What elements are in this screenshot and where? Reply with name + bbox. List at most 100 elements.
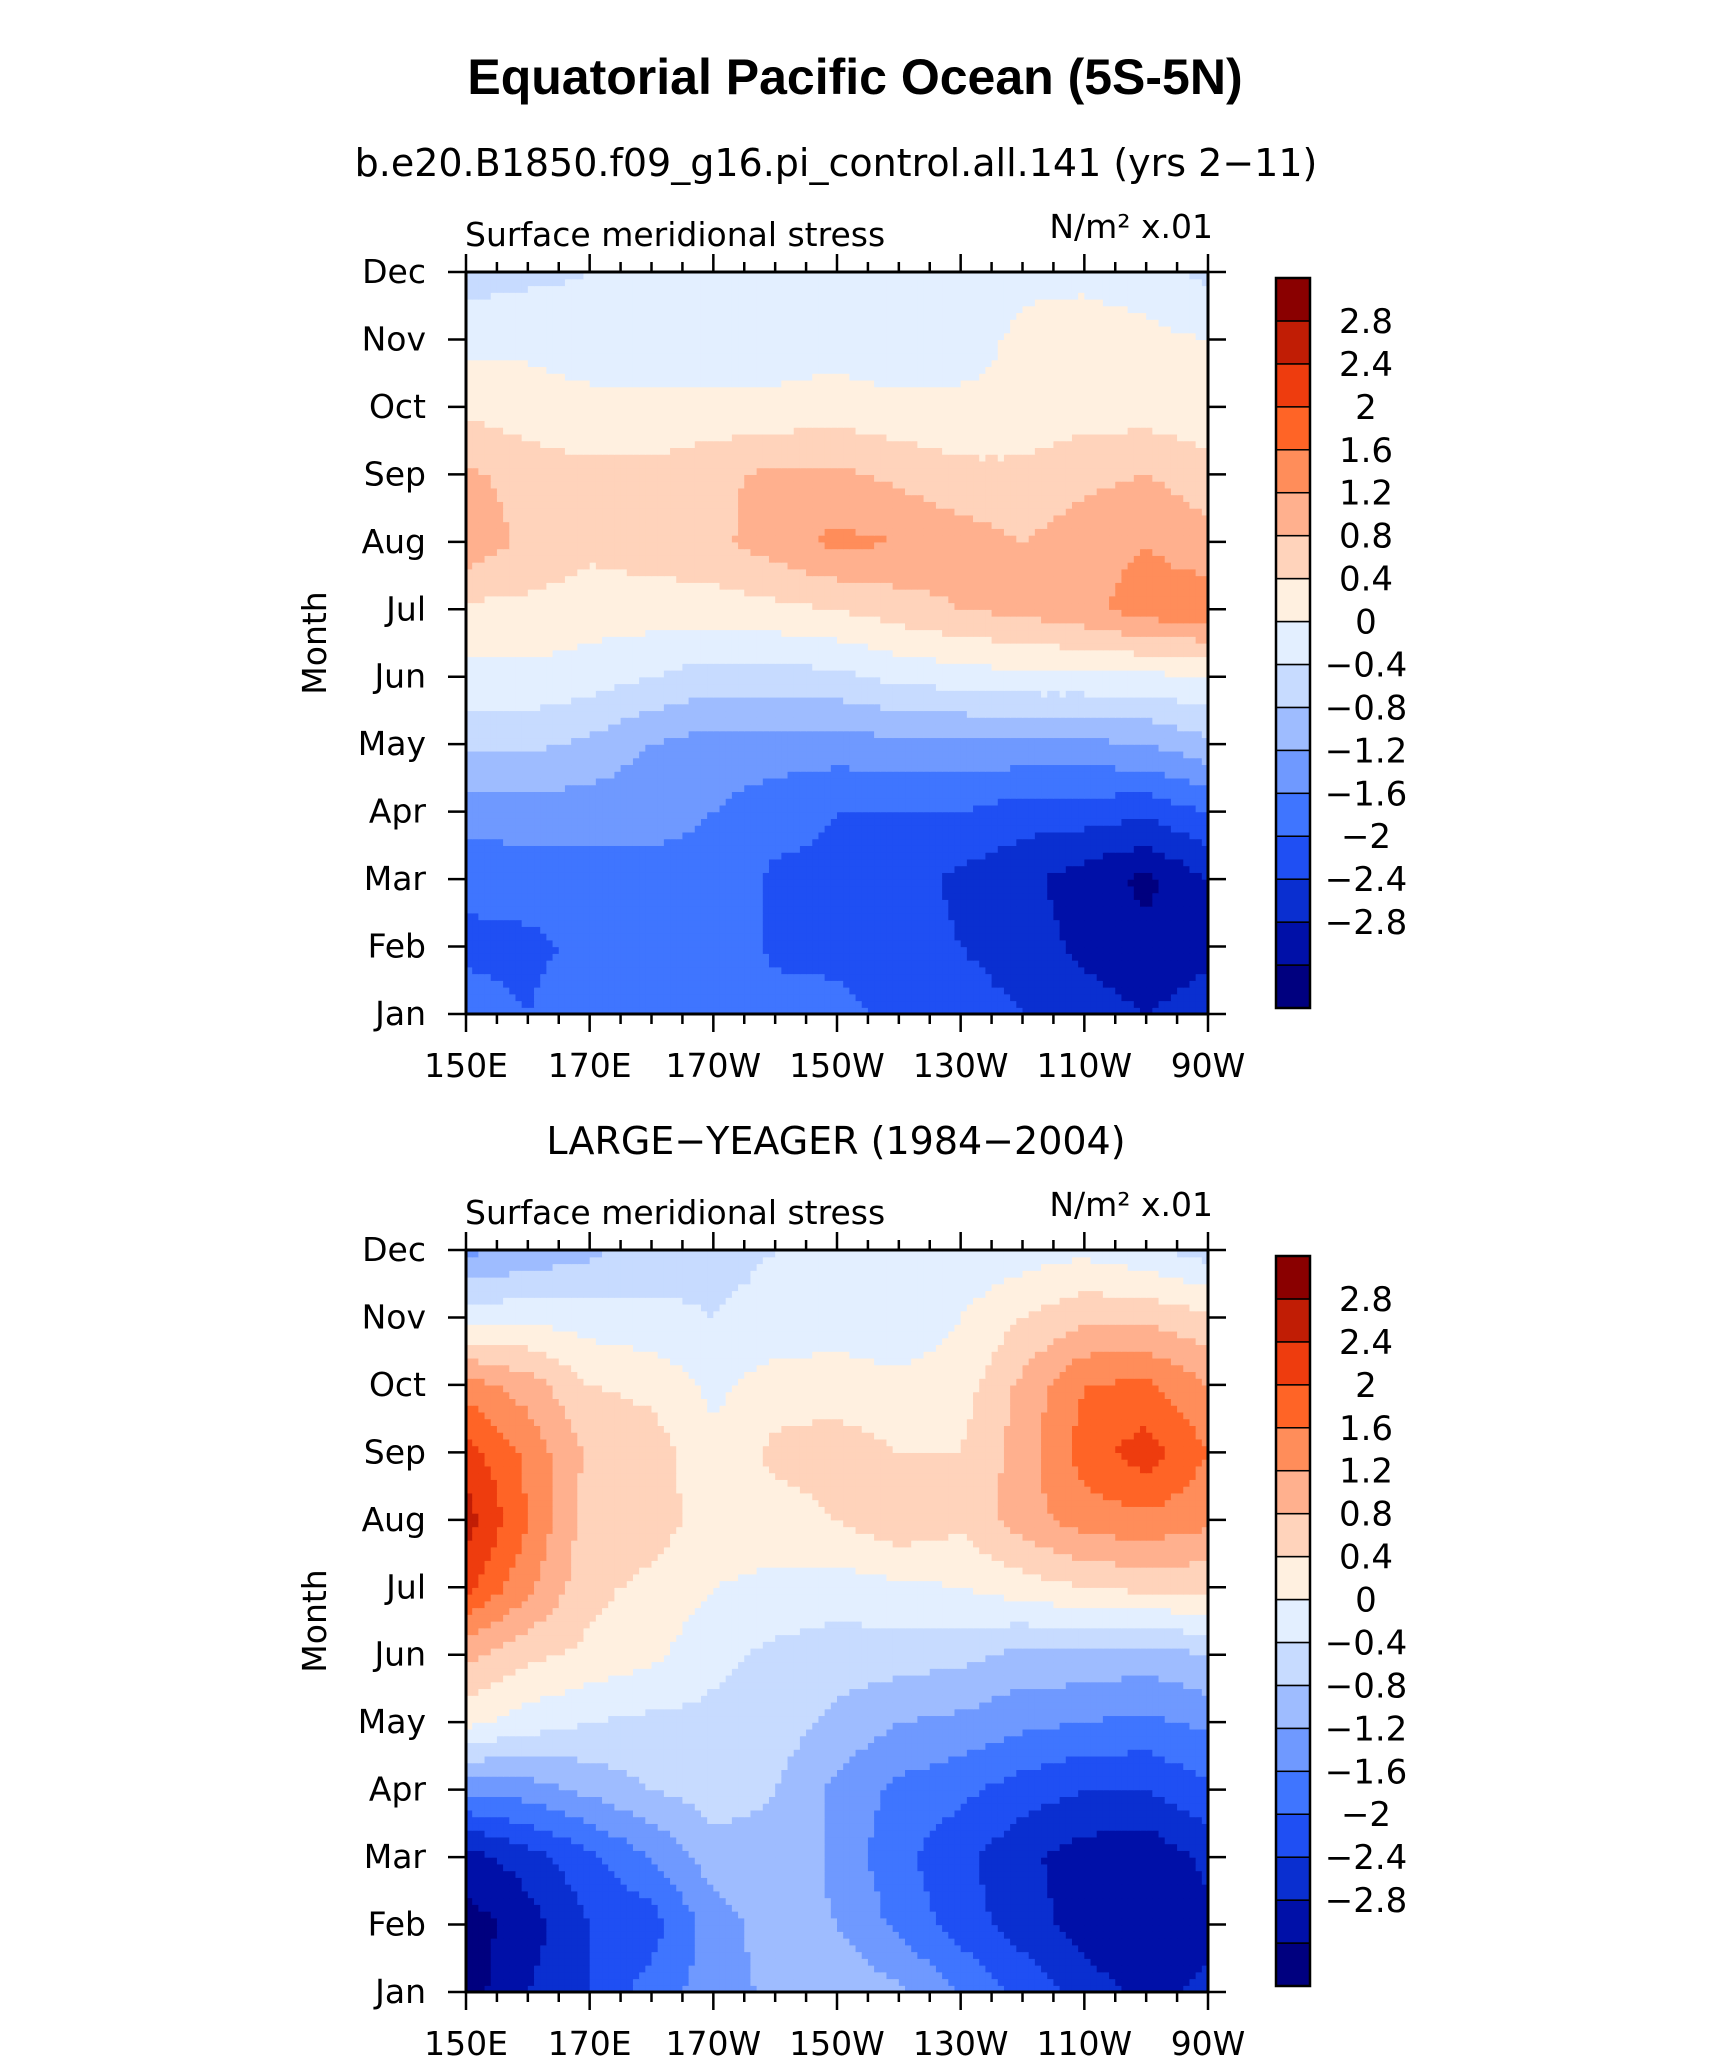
contour-cell [1115,919,1123,927]
contour-cell [1121,933,1129,941]
contour-cell [867,973,875,981]
contour-cell [750,966,758,975]
contour-cell [564,933,572,941]
contour-cell [626,980,634,988]
contour-cell [991,764,999,772]
contour-cell [898,906,906,914]
contour-cell [577,987,585,995]
contour-cell [1195,993,1203,1002]
contour-cell [1133,919,1141,927]
contour-cell [935,980,943,988]
contour-cell [571,737,578,745]
contour-cell [1121,980,1129,988]
contour-cell [608,784,615,792]
contour-cell [688,804,696,813]
contour-cell [948,919,956,927]
contour-cell [1041,953,1048,961]
contour-cell [867,798,875,806]
contour-cell [1177,852,1184,860]
contour-cell [1164,879,1172,887]
contour-cell [657,791,665,799]
contour-cell [756,777,764,786]
contour-cell [793,892,801,900]
contour-cell [756,872,764,880]
contour-cell [911,906,918,914]
contour-cell [719,879,727,887]
contour-cell [855,953,863,961]
contour-cell [874,966,881,975]
contour-cell [985,926,993,934]
contour-cell [1071,744,1079,752]
contour-cell [1195,744,1203,752]
contour-cell [886,892,894,900]
contour-cell [905,1000,912,1008]
contour-cell [651,919,659,927]
contour-cell [917,899,925,907]
contour-cell [775,811,782,819]
contour-cell [620,798,628,806]
contour-cell [960,966,968,975]
contour-cell [812,750,820,759]
contour-cell [867,784,875,792]
contour-cell [639,777,646,786]
contour-cell [639,798,646,806]
contour-cell [1090,784,1098,792]
contour-cell [861,946,869,954]
contour-cell [694,858,702,867]
contour-cell [991,825,999,833]
contour-cell [626,973,634,981]
contour-cell [1022,892,1030,900]
contour-cell [558,885,566,894]
contour-cell [750,764,758,772]
contour-cell [645,858,653,867]
contour-cell [1096,933,1104,941]
contour-cell [985,838,993,846]
contour-cell [731,973,739,981]
contour-cell [793,993,801,1002]
contour-cell [886,987,894,995]
contour-cell [830,953,838,961]
contour-cell [527,838,535,846]
contour-cell [775,730,782,739]
contour-cell [917,798,925,806]
contour-cell [577,750,585,759]
contour-cell [787,865,795,873]
contour-cell [1170,980,1178,988]
contour-cell [620,906,628,914]
contour-cell [775,804,782,813]
contour-cell [880,879,888,887]
contour-cell [818,926,826,934]
contour-cell [849,730,857,739]
contour-cell [1139,818,1147,826]
contour-cell [583,730,591,739]
contour-cell [1090,885,1098,894]
contour-cell [552,757,560,766]
contour-cell [1047,852,1055,860]
contour-cell [564,980,572,988]
contour-cell [663,899,671,907]
contour-cell [806,1000,813,1008]
contour-cell [651,764,659,772]
contour-cell [1177,912,1184,921]
contour-cell [1115,899,1123,907]
contour-cell [861,892,869,900]
contour-cell [1041,885,1048,894]
contour-cell [484,750,492,759]
contour-cell [861,852,869,860]
contour-cell [620,737,628,745]
contour-cell [1177,838,1184,846]
contour-cell [484,744,492,752]
contour-cell [1041,906,1048,914]
contour-cell [552,946,560,954]
contour-cell [694,750,702,759]
contour-cell [719,818,727,826]
contour-cell [682,906,690,914]
contour-cell [985,973,993,981]
contour-cell [750,980,758,988]
contour-cell [892,804,900,813]
contour-cell [713,858,721,867]
contour-cell [1121,818,1129,826]
contour-cell [682,953,690,961]
contour-cell [614,919,622,927]
contour-cell [898,771,906,779]
